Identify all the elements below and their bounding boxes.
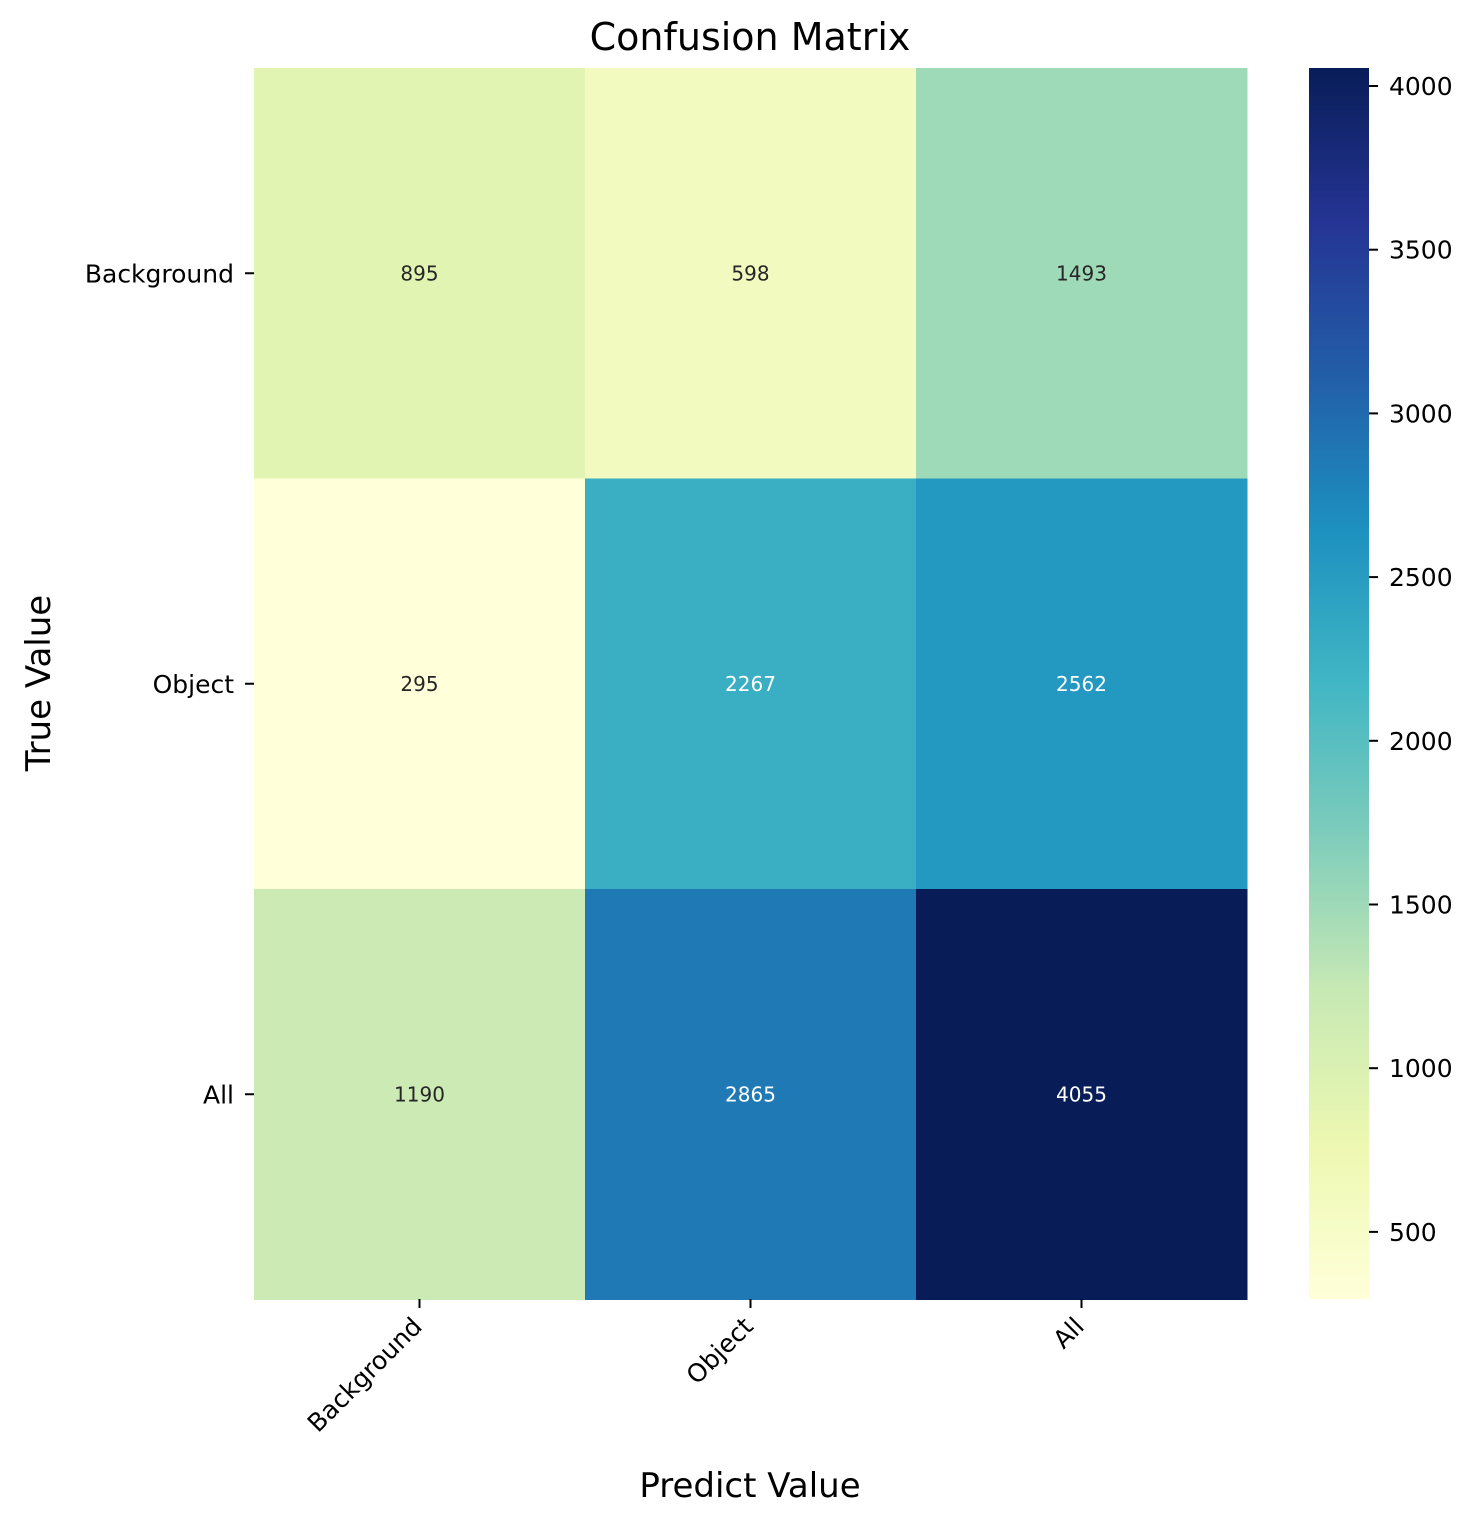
cell-value-label: 1190 bbox=[394, 1082, 445, 1106]
colorbar-tick-label: 500 bbox=[1389, 1218, 1437, 1247]
colorbar-tick-label: 4000 bbox=[1389, 72, 1453, 101]
y-axis-ticks: Background Object All bbox=[85, 259, 254, 1109]
cell-value-label: 2865 bbox=[725, 1082, 776, 1106]
y-tick-label: All bbox=[203, 1080, 234, 1109]
heatmap-cell bbox=[254, 68, 586, 479]
cell-value-label: 4055 bbox=[1056, 1082, 1107, 1106]
cell-value-label: 598 bbox=[731, 261, 769, 285]
heatmap-cell bbox=[916, 68, 1248, 479]
colorbar-tick-label: 3500 bbox=[1389, 236, 1453, 265]
cell-value-label: 295 bbox=[400, 672, 438, 696]
heatmap-cell bbox=[916, 889, 1248, 1300]
colorbar-ticks: 500 1000 1500 2000 2500 3000 3500 4000 bbox=[1369, 72, 1453, 1247]
colorbar-tick-label: 2000 bbox=[1389, 727, 1453, 756]
y-tick-label: Background bbox=[85, 259, 234, 288]
y-tick-label: Object bbox=[153, 670, 235, 699]
colorbar-tick-label: 1000 bbox=[1389, 1054, 1453, 1083]
heatmap-cell bbox=[254, 889, 586, 1300]
x-axis-ticks: Background Object All bbox=[302, 1299, 1090, 1438]
x-tick-label: All bbox=[1047, 1312, 1089, 1354]
cell-value-label: 2267 bbox=[725, 672, 776, 696]
heatmap-cell bbox=[254, 478, 586, 890]
heatmap-cell bbox=[916, 478, 1248, 890]
heatmap-cells bbox=[254, 68, 1248, 1300]
chart-title: Confusion Matrix bbox=[590, 15, 911, 59]
cell-value-label: 2562 bbox=[1056, 672, 1107, 696]
x-tick-label: Background bbox=[302, 1312, 428, 1438]
heatmap-cell bbox=[585, 68, 917, 479]
colorbar bbox=[1309, 68, 1369, 1299]
heatmap-cell bbox=[585, 889, 917, 1300]
colorbar-tick-label: 1500 bbox=[1389, 890, 1453, 919]
x-axis-label: Predict Value bbox=[639, 1466, 860, 1506]
cell-value-label: 895 bbox=[400, 261, 438, 285]
heatmap-cell bbox=[585, 478, 917, 890]
colorbar-tick-label: 2500 bbox=[1389, 563, 1453, 592]
y-axis-label: True Value bbox=[19, 595, 59, 772]
x-tick-label: Object bbox=[681, 1312, 759, 1390]
heatmap-cell-labels: 895 598 1493 295 2267 2562 1190 2865 4055 bbox=[394, 261, 1107, 1106]
colorbar-tick-label: 3000 bbox=[1389, 399, 1453, 428]
cell-value-label: 1493 bbox=[1056, 261, 1107, 285]
